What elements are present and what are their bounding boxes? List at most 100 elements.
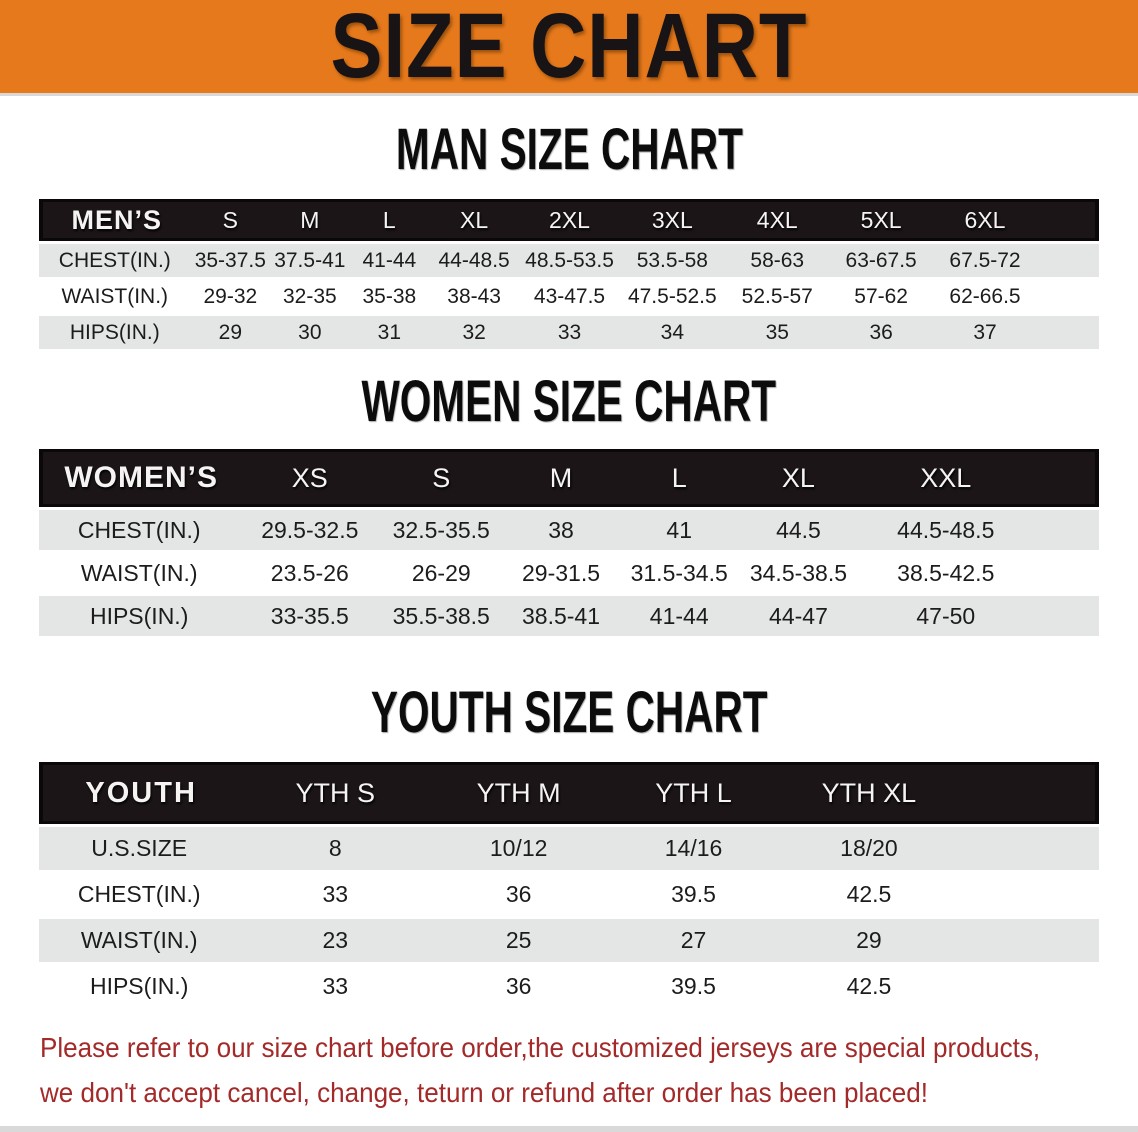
size-header-row: YOUTH YTH S YTH M YTH L YTH XL [39, 762, 1099, 824]
disclaimer-line-1: Please refer to our size chart before or… [40, 1032, 1041, 1063]
size-column-header: YTH S [239, 762, 432, 824]
men-section-title-text: MAN SIZE CHART [395, 117, 743, 183]
size-column-header: XXL [858, 449, 1034, 507]
row-label: CHEST(IN.) [39, 244, 191, 277]
women-section-title-text: WOMEN SIZE CHART [361, 369, 777, 435]
disclaimer-line-2: we don't accept cancel, change, teturn o… [40, 1077, 929, 1108]
size-value-cell: 44.5 [738, 510, 859, 550]
size-value-cell: 23.5-26 [239, 553, 381, 593]
size-column-header: YTH XL [780, 762, 957, 824]
size-value-cell: 29-32 [190, 280, 271, 313]
size-column-header: M [270, 199, 350, 241]
size-value-cell: 42.5 [780, 965, 957, 1008]
size-value-cell: 30 [270, 316, 350, 349]
size-value-cell: 29.5-32.5 [239, 510, 381, 550]
size-value-cell: 29 [780, 919, 957, 962]
youth-section-title: YOUTH SIZE CHART [0, 680, 1138, 746]
size-value-cell: 25 [431, 919, 607, 962]
row-spacer-cell [956, 827, 1099, 870]
size-value-cell: 8 [239, 827, 432, 870]
youth-section-title-text: YOUTH SIZE CHART [370, 680, 768, 746]
measurement-row: HIPS(IN.) 33-35.5 35.5-38.5 38.5-41 41-44 44-… [39, 596, 1099, 636]
size-value-cell: 36 [829, 316, 933, 349]
size-value-cell: 52.5-57 [724, 280, 830, 313]
table-corner-label: YOUTH [39, 762, 240, 824]
size-value-cell: 32.5-35.5 [380, 510, 503, 550]
row-spacer-cell [1037, 244, 1099, 277]
size-value-cell: 63-67.5 [829, 244, 933, 277]
size-header-row: MEN’S S M L XL 2XL 3XL 4XL 5XL 6XL [39, 199, 1099, 241]
table-corner-label: MEN’S [39, 199, 191, 241]
size-value-cell: 47-50 [858, 596, 1034, 636]
size-column-header: S [190, 199, 271, 241]
size-value-cell: 42.5 [780, 873, 957, 916]
row-label: WAIST(IN.) [39, 553, 240, 593]
size-value-cell: 37.5-41 [270, 244, 350, 277]
measurement-row: CHEST(IN.) 35-37.5 37.5-41 41-44 44-48.5 48.5… [39, 244, 1099, 277]
measurement-row: CHEST(IN.) 33 36 39.5 42.5 [39, 873, 1099, 916]
row-spacer-cell [1033, 553, 1099, 593]
row-label: HIPS(IN.) [39, 965, 240, 1008]
size-value-cell: 31.5-34.5 [619, 553, 739, 593]
size-value-cell: 23 [239, 919, 432, 962]
size-value-cell: 38.5-42.5 [858, 553, 1034, 593]
size-value-cell: 48.5-53.5 [519, 244, 620, 277]
size-value-cell: 34 [619, 316, 725, 349]
row-label: CHEST(IN.) [39, 510, 240, 550]
size-column-header: 6XL [932, 199, 1038, 241]
size-value-cell: 37 [932, 316, 1038, 349]
size-value-cell: 53.5-58 [619, 244, 725, 277]
banner-title: SIZE CHART [330, 0, 808, 97]
size-header-row: WOMEN’S XS S M L XL XXL [39, 449, 1099, 507]
measurement-row: WAIST(IN.) 29-32 32-35 35-38 38-43 43-47.5 47.… [39, 280, 1099, 313]
row-label: HIPS(IN.) [39, 596, 240, 636]
size-value-cell: 18/20 [780, 827, 957, 870]
row-spacer-cell [956, 873, 1099, 916]
row-label: CHEST(IN.) [39, 873, 240, 916]
size-value-cell: 35-37.5 [190, 244, 271, 277]
size-value-cell: 14/16 [606, 827, 781, 870]
row-label: U.S.SIZE [39, 827, 240, 870]
size-value-cell: 27 [606, 919, 781, 962]
size-value-cell: 33-35.5 [239, 596, 381, 636]
measurement-row: HIPS(IN.) 29 30 31 32 33 34 35 36 37 [39, 316, 1099, 349]
size-column-header: XL [429, 199, 520, 241]
size-value-cell: 36 [431, 965, 607, 1008]
size-value-cell: 29-31.5 [502, 553, 620, 593]
size-column-header: 2XL [519, 199, 620, 241]
header-spacer-cell [1033, 449, 1099, 507]
row-spacer-cell [956, 919, 1099, 962]
size-value-cell: 44.5-48.5 [858, 510, 1034, 550]
row-spacer-cell [1037, 280, 1099, 313]
row-label: WAIST(IN.) [39, 280, 191, 313]
size-column-header: 5XL [829, 199, 933, 241]
size-column-header: L [349, 199, 430, 241]
size-value-cell: 39.5 [606, 873, 781, 916]
youth-size-section: YOUTH SIZE CHART YOUTH YTH S YTH M YTH L YTH… [0, 680, 1138, 1011]
row-label: WAIST(IN.) [39, 919, 240, 962]
size-column-header: 4XL [724, 199, 830, 241]
size-value-cell: 47.5-52.5 [619, 280, 725, 313]
size-value-cell: 32-35 [270, 280, 350, 313]
measurement-row: HIPS(IN.) 33 36 39.5 42.5 [39, 965, 1099, 1008]
size-column-header: YTH L [606, 762, 781, 824]
size-column-header: L [619, 449, 739, 507]
size-column-header: XS [239, 449, 381, 507]
men-size-table: MEN’S S M L XL 2XL 3XL 4XL 5XL 6XL CHEST(IN.) 35-37… [39, 196, 1099, 352]
size-value-cell: 38 [502, 510, 620, 550]
size-value-cell: 31 [349, 316, 430, 349]
size-column-header: YTH M [431, 762, 607, 824]
measurement-row: WAIST(IN.) 23 25 27 29 [39, 919, 1099, 962]
row-label: HIPS(IN.) [39, 316, 191, 349]
size-value-cell: 38-43 [429, 280, 520, 313]
size-value-cell: 32 [429, 316, 520, 349]
row-spacer-cell [956, 965, 1099, 1008]
header-spacer-cell [956, 762, 1099, 824]
women-section-title: WOMEN SIZE CHART [0, 369, 1138, 435]
measurement-row: WAIST(IN.) 23.5-26 26-29 29-31.5 31.5-34.5 34… [39, 553, 1099, 593]
size-column-header: S [380, 449, 503, 507]
measurement-row: CHEST(IN.) 29.5-32.5 32.5-35.5 38 41 44.5 44.5… [39, 510, 1099, 550]
size-value-cell: 35 [724, 316, 830, 349]
size-value-cell: 58-63 [724, 244, 830, 277]
size-value-cell: 67.5-72 [932, 244, 1038, 277]
